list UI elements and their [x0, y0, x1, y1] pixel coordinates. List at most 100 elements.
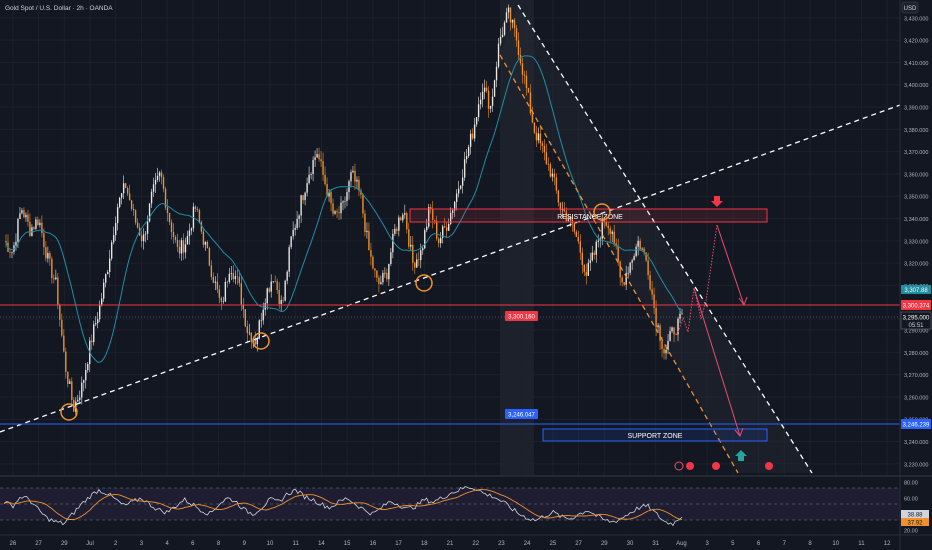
candle-body	[487, 90, 490, 109]
candle-body	[503, 22, 506, 35]
candle-body	[531, 113, 534, 123]
candle-body	[390, 252, 392, 265]
resistance-line-tag	[505, 311, 538, 321]
candle-body	[406, 213, 408, 230]
candle-body	[380, 282, 382, 284]
candle-body	[517, 40, 520, 55]
price-tick-label: 3,390.000	[904, 106, 928, 112]
candle-body	[559, 202, 562, 211]
candle-body	[164, 188, 167, 208]
projection-arrowhead-1	[738, 296, 748, 307]
candle-body	[521, 63, 524, 75]
candle-body	[49, 253, 51, 259]
candle-body	[162, 177, 165, 189]
resistance-zone-box[interactable]	[409, 208, 768, 223]
candle-body	[244, 309, 246, 327]
candle-body	[444, 226, 446, 228]
time-label: 7	[783, 541, 787, 547]
swing-low-marker-3	[415, 274, 433, 292]
candle-body	[87, 364, 89, 371]
us-flag-event-icon-2[interactable]	[712, 462, 720, 470]
candle-body	[667, 340, 669, 350]
candle-body	[651, 289, 653, 295]
us-flag-event-icon-1[interactable]	[686, 462, 694, 470]
candle-body	[290, 236, 292, 248]
candle-body	[260, 320, 262, 321]
candle-body	[318, 154, 320, 160]
candle-body	[146, 221, 149, 234]
candle-body	[180, 240, 183, 254]
candle-body	[110, 242, 113, 259]
price-tick-label: 3,400.000	[904, 83, 928, 89]
candle-body	[455, 193, 458, 202]
candle-body	[19, 213, 21, 220]
candle-body	[338, 212, 340, 214]
candle-body	[673, 327, 675, 335]
price-tick-label: 3,260.000	[904, 395, 928, 401]
time-label: 10	[832, 541, 839, 547]
candle-body	[430, 207, 432, 209]
time-label: 3	[705, 541, 709, 547]
event-flash-icon[interactable]	[674, 461, 684, 471]
candle-body	[547, 164, 550, 165]
time-label: 9	[243, 541, 247, 547]
candle-body	[535, 132, 538, 141]
candle-body	[202, 231, 205, 245]
candle-body	[45, 247, 47, 259]
candle-body	[65, 351, 67, 372]
candle-body	[324, 174, 326, 185]
time-label: 15	[344, 541, 351, 547]
candle-body	[426, 226, 428, 231]
candle-body	[39, 222, 41, 225]
candle-body	[142, 234, 145, 242]
currency-button[interactable]	[901, 1, 919, 14]
candle-body	[308, 174, 310, 184]
price-tick-label: 3,240.000	[904, 440, 928, 446]
candle-body	[394, 228, 396, 234]
support-zone-label: SUPPORT ZONE	[628, 433, 683, 440]
candle-body	[408, 229, 410, 247]
candle-body	[418, 259, 420, 261]
price-tick-label: 3,280.000	[904, 351, 928, 357]
time-label: 27	[35, 541, 42, 547]
candle-body	[370, 250, 372, 257]
price-tick-label: 3,270.000	[904, 373, 928, 379]
candle-body	[210, 265, 213, 277]
candle-body	[463, 159, 466, 178]
candle-body	[623, 282, 625, 285]
sell-arrow-icon	[711, 196, 723, 207]
candle-body	[326, 184, 328, 197]
time-label: 27	[575, 541, 582, 547]
time-label: 17	[395, 541, 402, 547]
moving-average-line	[5, 55, 683, 363]
countdown-text: 05:51	[908, 323, 924, 329]
time-label: Jul	[86, 541, 94, 547]
swing-low-marker-2	[252, 332, 270, 350]
retest-marker	[593, 203, 611, 221]
candle-body	[128, 193, 131, 201]
time-label: 24	[524, 541, 531, 547]
candle-body	[471, 133, 474, 139]
candle-body	[71, 381, 73, 401]
candle-body	[67, 371, 69, 384]
candle-body	[591, 252, 593, 261]
time-label: 18	[421, 541, 428, 547]
symbol-title[interactable]: Gold Spot / U.S. Dollar · 2h · OANDA	[5, 5, 113, 12]
candle-body	[661, 341, 663, 349]
candle-body	[55, 277, 57, 280]
candle-body	[635, 246, 637, 257]
candle-body	[296, 218, 298, 228]
candle-body	[465, 155, 468, 160]
candle-body	[483, 87, 486, 92]
candle-body	[583, 265, 585, 272]
candle-body	[23, 210, 25, 218]
candle-body	[226, 281, 229, 283]
candle-body	[63, 335, 65, 352]
price-axis-ticks[interactable]: 3,430.000 3,420.000 3,410.000 3,400.000 3,39…	[904, 16, 928, 468]
support-zone-box[interactable]	[542, 428, 768, 442]
us-flag-event-icon-3[interactable]	[765, 462, 773, 470]
descending-channel-fill	[500, 5, 812, 473]
time-axis-labels[interactable]: 26 27 29 Jul 2 3 4 6 8 9 10 11 14 15 16 17 18 21 22 23 24 25 2…	[10, 541, 892, 547]
candle-body	[382, 272, 384, 283]
